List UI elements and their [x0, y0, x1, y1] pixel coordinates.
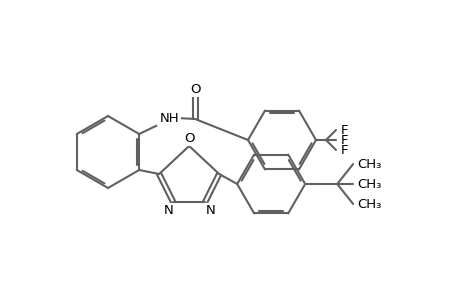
- Text: CH₃: CH₃: [356, 197, 381, 211]
- Text: F: F: [341, 143, 348, 157]
- Text: F: F: [341, 134, 348, 146]
- Text: CH₃: CH₃: [356, 178, 381, 190]
- Text: NH: NH: [159, 112, 179, 124]
- Text: N: N: [205, 205, 215, 218]
- Text: O: O: [190, 82, 200, 95]
- Text: O: O: [184, 131, 194, 145]
- Text: N: N: [163, 205, 173, 218]
- Text: F: F: [341, 124, 348, 136]
- Text: CH₃: CH₃: [356, 158, 381, 170]
